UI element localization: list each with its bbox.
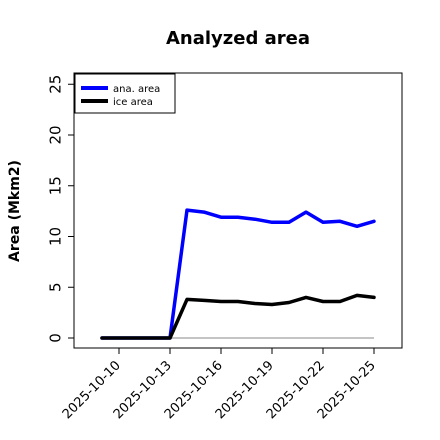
x-ticks: 2025-10-102025-10-132025-10-162025-10-19… — [60, 348, 379, 422]
y-tick-label: 15 — [47, 176, 65, 195]
y-tick-label: 0 — [47, 333, 65, 343]
series-lines — [100, 208, 376, 340]
chart-title: Analyzed area — [166, 28, 310, 49]
y-tick-label: 25 — [47, 75, 65, 94]
legend-label-ice-area: ice area — [113, 97, 153, 108]
y-tick-label: 20 — [47, 125, 65, 144]
legend-box — [74, 73, 176, 114]
plot-area — [73, 72, 403, 349]
y-tick-label: 5 — [47, 282, 65, 292]
y-tick-label: 10 — [47, 227, 65, 246]
series-line-ana-area — [100, 208, 376, 340]
series-line-ice-area — [100, 293, 376, 340]
legend-label-ana-area: ana. area — [113, 84, 160, 95]
legend: ana. area ice area — [74, 73, 176, 114]
y-axis-label: Area (Mkm2) — [7, 160, 23, 262]
y-ticks: 0 5 10 15 20 25 — [47, 75, 74, 343]
